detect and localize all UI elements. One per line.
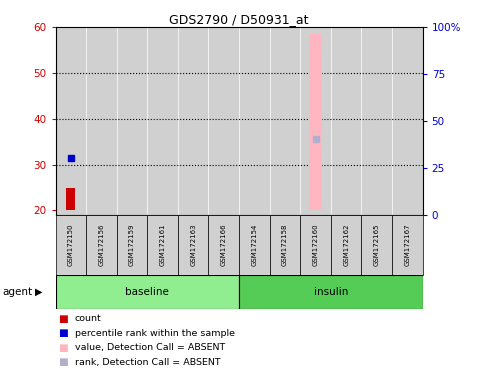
- Text: insulin: insulin: [313, 287, 348, 297]
- Bar: [392, 27, 423, 215]
- Bar: [66, 187, 75, 210]
- Text: GSM172162: GSM172162: [343, 223, 349, 266]
- Text: GSM172154: GSM172154: [251, 223, 257, 266]
- Text: GSM172160: GSM172160: [313, 223, 319, 266]
- Text: ■: ■: [58, 328, 68, 338]
- Text: GSM172158: GSM172158: [282, 223, 288, 266]
- Text: GSM172150: GSM172150: [68, 223, 74, 266]
- Text: count: count: [75, 314, 101, 323]
- Bar: [117, 27, 147, 215]
- Text: baseline: baseline: [126, 287, 169, 297]
- Bar: [56, 27, 86, 215]
- Bar: [331, 215, 361, 275]
- Text: GSM172156: GSM172156: [99, 223, 104, 266]
- Text: ■: ■: [58, 358, 68, 367]
- Bar: [239, 215, 270, 275]
- Bar: [56, 215, 86, 275]
- Bar: [209, 215, 239, 275]
- Text: GSM172159: GSM172159: [129, 223, 135, 266]
- Bar: [270, 215, 300, 275]
- Text: agent: agent: [2, 287, 32, 297]
- Bar: [270, 27, 300, 215]
- Text: value, Detection Call = ABSENT: value, Detection Call = ABSENT: [75, 343, 225, 353]
- Text: ▶: ▶: [35, 287, 43, 297]
- Bar: [331, 27, 361, 215]
- Bar: [86, 27, 117, 215]
- Text: ■: ■: [58, 314, 68, 324]
- Bar: [209, 27, 239, 215]
- Bar: [392, 215, 423, 275]
- Bar: [361, 27, 392, 215]
- Text: ■: ■: [58, 343, 68, 353]
- Text: GSM172163: GSM172163: [190, 223, 196, 266]
- Text: GSM172166: GSM172166: [221, 223, 227, 266]
- Bar: [86, 215, 117, 275]
- Bar: [309, 34, 323, 210]
- Bar: [239, 275, 423, 309]
- Bar: [239, 27, 270, 215]
- Text: GSM172165: GSM172165: [374, 223, 380, 266]
- Text: GSM172167: GSM172167: [404, 223, 411, 266]
- Bar: [361, 215, 392, 275]
- Bar: [178, 215, 209, 275]
- Bar: [147, 215, 178, 275]
- Bar: [56, 275, 239, 309]
- Bar: [178, 27, 209, 215]
- Text: percentile rank within the sample: percentile rank within the sample: [75, 329, 235, 338]
- Bar: [117, 215, 147, 275]
- Bar: [300, 27, 331, 215]
- Bar: [300, 215, 331, 275]
- Title: GDS2790 / D50931_at: GDS2790 / D50931_at: [170, 13, 309, 26]
- Bar: [147, 27, 178, 215]
- Text: GSM172161: GSM172161: [159, 223, 166, 266]
- Text: rank, Detection Call = ABSENT: rank, Detection Call = ABSENT: [75, 358, 221, 367]
